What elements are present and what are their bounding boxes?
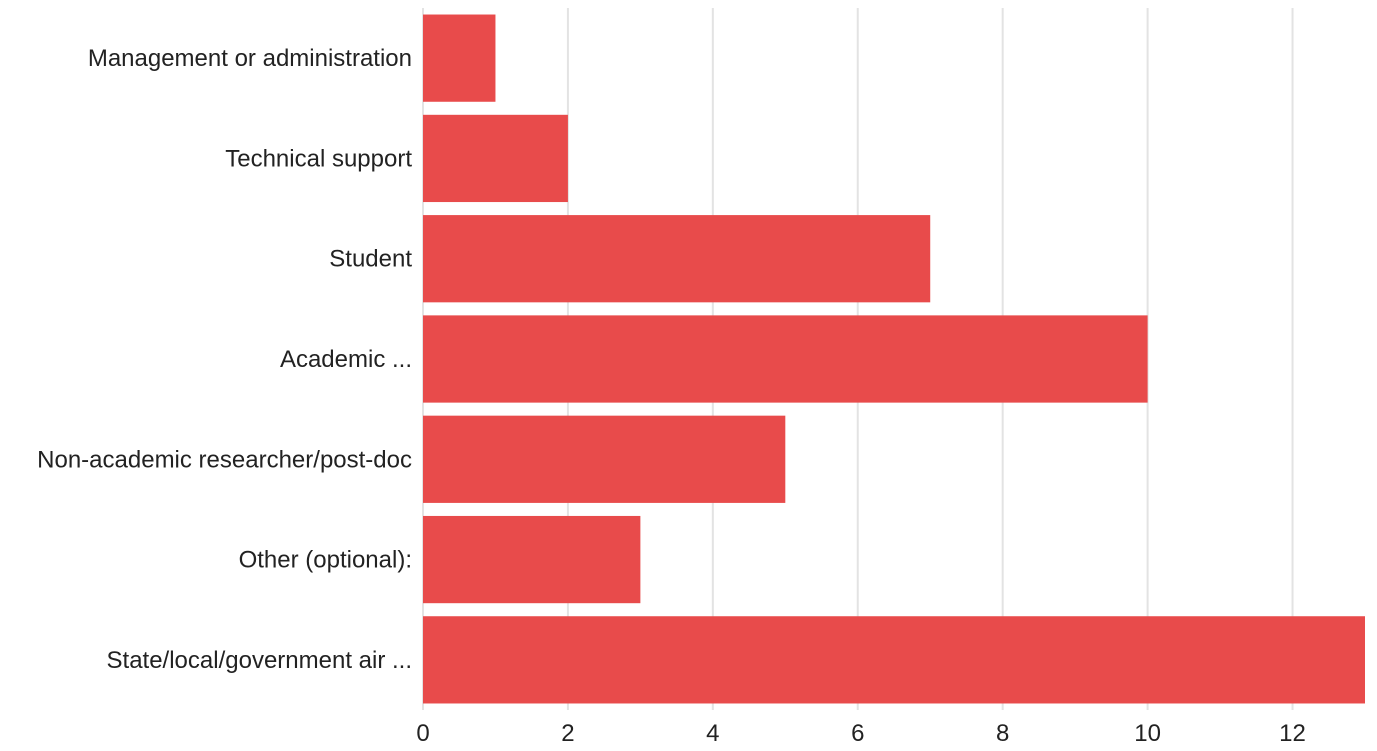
category-label: Student [329, 246, 412, 273]
x-tick-label: 12 [1279, 720, 1306, 747]
bar[interactable] [423, 415, 786, 503]
bars [423, 14, 1365, 704]
category-label: Academic ... [280, 346, 412, 373]
x-tick-label: 8 [996, 720, 1009, 747]
bar[interactable] [423, 515, 641, 604]
x-tick-label: 6 [851, 720, 864, 747]
x-tick-label: 2 [561, 720, 574, 747]
category-label: Other (optional): [239, 547, 412, 574]
bar[interactable] [423, 215, 931, 303]
category-label: Non-academic researcher/post-doc [37, 446, 412, 473]
category-label: Technical support [225, 145, 412, 172]
bar[interactable] [423, 14, 496, 102]
bar[interactable] [423, 315, 1148, 403]
x-tick-label: 10 [1134, 720, 1161, 747]
x-tick-label: 4 [706, 720, 719, 747]
bar[interactable] [423, 616, 1365, 704]
category-labels: Management or administration Technical su… [37, 45, 412, 674]
bar[interactable] [423, 114, 568, 203]
category-label: Management or administration [88, 45, 412, 72]
x-tick-label: 0 [416, 720, 429, 747]
category-label: State/local/government air ... [107, 647, 412, 674]
x-tick-labels: 0 2 4 6 8 10 12 [416, 720, 1306, 747]
